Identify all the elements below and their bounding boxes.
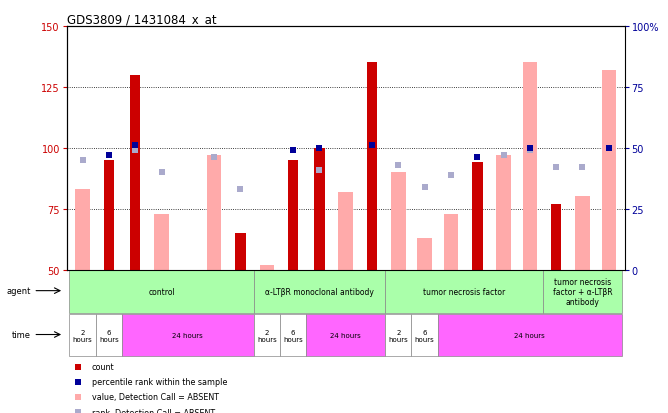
Bar	[575, 197, 590, 270]
Bar	[602, 71, 616, 270]
Text: tumor necrosis
factor + α-LTβR
antibody: tumor necrosis factor + α-LTβR antibody	[552, 277, 613, 307]
Bar	[306, 315, 385, 356]
Text: GDS3809 / 1431084_x_at: GDS3809 / 1431084_x_at	[67, 13, 216, 26]
Text: 6
hours: 6 hours	[283, 329, 303, 342]
Bar	[314, 148, 325, 270]
Bar	[104, 161, 114, 270]
Text: percentile rank within the sample: percentile rank within the sample	[92, 377, 227, 387]
Text: agent: agent	[6, 287, 31, 295]
Bar	[551, 204, 561, 270]
Text: rank, Detection Call = ABSENT: rank, Detection Call = ABSENT	[92, 408, 215, 413]
Bar	[385, 271, 543, 313]
Bar	[69, 271, 254, 313]
Bar	[444, 214, 458, 270]
Bar	[75, 190, 90, 270]
Text: 24 hours: 24 hours	[330, 332, 361, 339]
Bar	[391, 173, 405, 270]
Text: 2
hours: 2 hours	[73, 329, 92, 342]
Text: 2
hours: 2 hours	[388, 329, 408, 342]
Bar	[69, 315, 96, 356]
Text: control: control	[148, 287, 175, 296]
Text: time: time	[11, 330, 31, 339]
Bar	[543, 271, 622, 313]
Bar	[254, 315, 280, 356]
Bar	[207, 156, 221, 270]
Bar	[385, 315, 411, 356]
Text: 24 hours: 24 hours	[172, 332, 203, 339]
Bar	[418, 238, 432, 270]
Bar	[260, 265, 274, 270]
Text: α-LTβR monoclonal antibody: α-LTβR monoclonal antibody	[265, 287, 374, 296]
Text: 6
hours: 6 hours	[99, 329, 119, 342]
Bar	[339, 192, 353, 270]
Bar	[280, 315, 306, 356]
Bar	[96, 315, 122, 356]
Bar	[235, 233, 246, 270]
Text: tumor necrosis factor: tumor necrosis factor	[423, 287, 505, 296]
Bar	[367, 63, 377, 270]
Bar	[496, 156, 511, 270]
Bar	[472, 163, 482, 270]
Bar	[254, 271, 385, 313]
Bar	[122, 315, 254, 356]
Text: value, Detection Call = ABSENT: value, Detection Call = ABSENT	[92, 392, 219, 401]
Text: 2
hours: 2 hours	[257, 329, 277, 342]
Bar	[411, 315, 438, 356]
Bar	[438, 315, 622, 356]
Bar	[130, 76, 140, 270]
Bar	[522, 63, 537, 270]
Text: 24 hours: 24 hours	[514, 332, 545, 339]
Bar	[154, 214, 169, 270]
Text: 6
hours: 6 hours	[415, 329, 434, 342]
Bar	[288, 161, 299, 270]
Text: count: count	[92, 363, 114, 372]
